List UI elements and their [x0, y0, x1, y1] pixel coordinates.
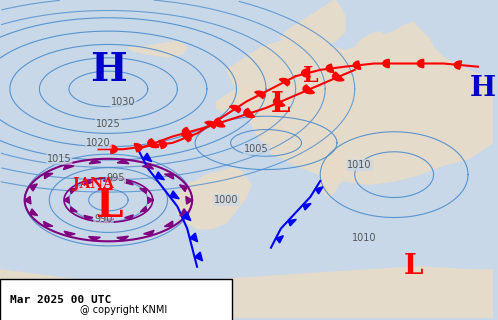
Text: 1010: 1010 — [348, 160, 372, 170]
Text: H: H — [90, 51, 127, 89]
Polygon shape — [181, 134, 191, 142]
Polygon shape — [180, 209, 187, 216]
Polygon shape — [29, 209, 38, 216]
Polygon shape — [64, 197, 69, 203]
Polygon shape — [70, 188, 77, 194]
Polygon shape — [164, 221, 173, 227]
Polygon shape — [124, 181, 133, 185]
Polygon shape — [214, 118, 225, 127]
Text: L: L — [303, 65, 318, 87]
Polygon shape — [44, 221, 53, 227]
Polygon shape — [0, 267, 493, 317]
Polygon shape — [383, 60, 389, 68]
Polygon shape — [140, 206, 147, 212]
Polygon shape — [281, 0, 345, 48]
Text: 990: 990 — [94, 214, 113, 224]
Polygon shape — [70, 207, 77, 212]
Polygon shape — [155, 172, 164, 180]
Polygon shape — [143, 153, 151, 162]
Polygon shape — [148, 139, 159, 148]
Polygon shape — [454, 61, 462, 69]
Polygon shape — [276, 236, 283, 243]
Polygon shape — [288, 220, 296, 226]
Polygon shape — [89, 159, 101, 164]
Polygon shape — [134, 144, 142, 152]
Text: @ copyright KNMI: @ copyright KNMI — [80, 305, 167, 315]
Text: 1000: 1000 — [214, 195, 239, 205]
Polygon shape — [44, 173, 53, 179]
Polygon shape — [84, 181, 93, 185]
Polygon shape — [279, 78, 290, 86]
Polygon shape — [84, 215, 93, 220]
Polygon shape — [333, 72, 344, 81]
Polygon shape — [159, 140, 166, 148]
Polygon shape — [303, 204, 311, 210]
Polygon shape — [89, 236, 101, 241]
Text: 1015: 1015 — [47, 154, 71, 164]
Polygon shape — [254, 91, 265, 99]
Polygon shape — [217, 86, 251, 114]
Text: 1010: 1010 — [352, 233, 377, 243]
Polygon shape — [177, 168, 251, 228]
Polygon shape — [29, 184, 37, 191]
Polygon shape — [273, 98, 285, 106]
Polygon shape — [63, 164, 74, 170]
Polygon shape — [302, 69, 310, 77]
Text: 995: 995 — [107, 173, 125, 183]
Text: JANA: JANA — [73, 177, 114, 191]
Polygon shape — [353, 61, 361, 69]
Polygon shape — [320, 149, 345, 197]
Text: 1030: 1030 — [111, 97, 135, 107]
Text: 1025: 1025 — [96, 119, 121, 129]
Polygon shape — [124, 215, 133, 219]
Polygon shape — [205, 121, 216, 128]
Polygon shape — [143, 230, 154, 236]
Polygon shape — [117, 236, 128, 241]
Text: L: L — [271, 91, 290, 118]
Polygon shape — [227, 22, 493, 184]
Polygon shape — [230, 105, 241, 112]
Polygon shape — [182, 212, 191, 220]
Text: H: H — [470, 76, 496, 102]
Polygon shape — [315, 187, 323, 194]
Polygon shape — [111, 145, 117, 153]
Text: 1020: 1020 — [86, 138, 111, 148]
Polygon shape — [140, 188, 147, 193]
Polygon shape — [104, 178, 113, 181]
Polygon shape — [104, 219, 114, 222]
Text: L: L — [95, 188, 122, 225]
Polygon shape — [417, 60, 424, 68]
Polygon shape — [326, 64, 334, 72]
Polygon shape — [170, 191, 179, 199]
Polygon shape — [117, 159, 129, 164]
Polygon shape — [244, 108, 254, 117]
Text: Mar 2025 00 UTC: Mar 2025 00 UTC — [10, 295, 111, 305]
Polygon shape — [195, 252, 203, 261]
Polygon shape — [24, 196, 31, 204]
Polygon shape — [179, 185, 187, 192]
Text: 1005: 1005 — [244, 144, 268, 154]
Polygon shape — [190, 233, 198, 242]
Polygon shape — [164, 174, 174, 179]
Polygon shape — [64, 231, 75, 236]
Polygon shape — [142, 164, 153, 169]
Polygon shape — [303, 85, 314, 94]
FancyBboxPatch shape — [0, 279, 232, 320]
Polygon shape — [186, 196, 192, 204]
Text: L: L — [404, 253, 424, 280]
Polygon shape — [147, 197, 153, 204]
Polygon shape — [128, 41, 187, 57]
Polygon shape — [182, 127, 193, 137]
